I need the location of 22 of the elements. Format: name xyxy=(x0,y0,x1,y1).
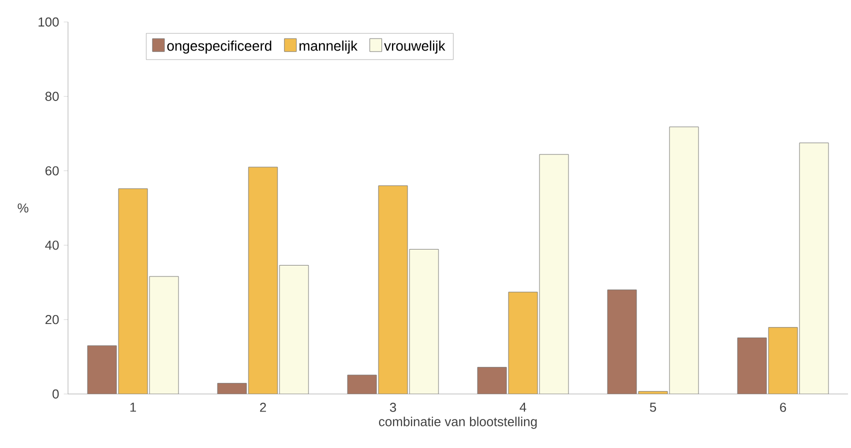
bar xyxy=(248,166,278,394)
bar xyxy=(768,327,798,394)
bar xyxy=(118,188,148,394)
x-tick-label: 2 xyxy=(260,402,266,412)
y-tick-label: 80 xyxy=(45,92,59,101)
x-tick-label: 5 xyxy=(650,402,656,412)
y-tick-label: 20 xyxy=(45,314,59,324)
y-tick-label: 100 xyxy=(38,17,59,27)
y-tick-label: 40 xyxy=(45,240,59,250)
x-tick-label: 4 xyxy=(520,402,526,412)
y-tick-label: 0 xyxy=(52,389,59,399)
x-tick-label: 3 xyxy=(390,402,396,412)
bar xyxy=(378,185,408,394)
bar xyxy=(508,292,538,394)
legend-label: vrouwelijk xyxy=(384,40,446,54)
legend-label: mannelijk xyxy=(300,40,358,54)
y-axis-title: % xyxy=(18,203,28,213)
y-tick-label: 60 xyxy=(45,166,59,176)
x-tick-label: 6 xyxy=(780,402,786,412)
x-tick-label: 1 xyxy=(130,402,136,412)
x-axis-title: combinatie van blootstelling xyxy=(379,416,537,429)
legend-label: ongespecificeerd xyxy=(167,40,272,54)
